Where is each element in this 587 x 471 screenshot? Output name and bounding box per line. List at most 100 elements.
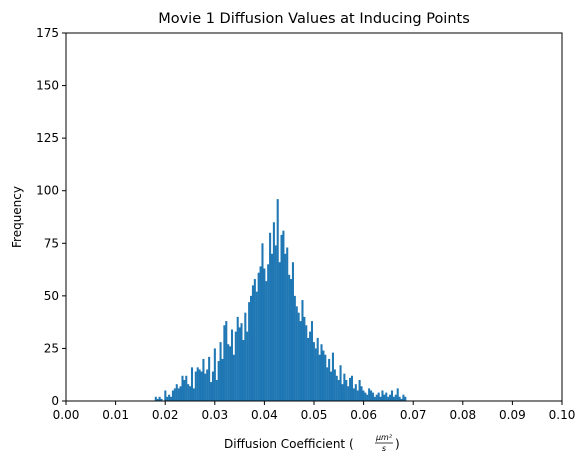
histogram-bar: [333, 369, 336, 401]
histogram-bar: [238, 327, 241, 401]
histogram-bar: [270, 253, 274, 401]
histogram-bar: [343, 373, 346, 401]
histogram-bar: [345, 379, 348, 401]
x-axis-label-text: Diffusion Coefficient (: [224, 437, 354, 451]
histogram-bar: [392, 396, 395, 401]
histogram-bar: [246, 331, 249, 401]
histogram-bar: [160, 398, 163, 401]
histogram-bar: [173, 388, 176, 401]
histogram-bar: [183, 379, 186, 401]
histogram-bar: [200, 371, 203, 401]
histogram-bar: [179, 386, 182, 401]
x-tick-label: 0.08: [449, 408, 476, 422]
x-tick-label: 0.03: [201, 408, 228, 422]
histogram-bar: [385, 392, 388, 401]
histogram-bar: [310, 321, 314, 401]
histogram-bar: [396, 388, 399, 401]
histogram-bar: [251, 285, 254, 401]
y-tick-label: 125: [36, 131, 59, 145]
x-tick-label: 0.00: [53, 408, 80, 422]
histogram-bar: [387, 396, 390, 401]
histogram-bar: [164, 390, 167, 401]
x-tick-label: 0.05: [301, 408, 328, 422]
y-axis-ticks: 0 25 50 75 100 125 150 175: [36, 26, 66, 408]
histogram-bar: [312, 342, 315, 401]
histogram-bar: [368, 388, 371, 401]
histogram-bar: [232, 354, 235, 401]
histogram-bars: [154, 199, 407, 401]
histogram-bar: [223, 325, 226, 401]
histogram-bar: [265, 281, 268, 401]
histogram-bar: [358, 379, 361, 401]
histogram-bar: [301, 300, 304, 401]
histogram-bar: [158, 396, 161, 401]
histogram-bar: [181, 375, 184, 401]
histogram-bar: [192, 388, 195, 401]
histogram-bar: [364, 392, 367, 401]
histogram-bar: [156, 398, 159, 401]
histogram-bar: [263, 268, 266, 401]
x-axis-label-numerator: μm²: [375, 433, 393, 442]
histogram-bar: [242, 340, 245, 401]
histogram-bar: [337, 379, 340, 401]
histogram-bar: [206, 369, 209, 401]
histogram-bar: [168, 394, 171, 401]
histogram-bar: [154, 396, 157, 401]
histogram-bar: [404, 396, 407, 401]
histogram-bar: [318, 354, 321, 401]
histogram-bar: [316, 337, 319, 401]
histogram-bar: [259, 266, 262, 401]
y-tick-label: 100: [36, 184, 59, 198]
histogram-bar: [339, 365, 342, 401]
histogram-bar: [305, 325, 308, 401]
histogram-bar: [326, 367, 329, 401]
histogram-bar: [341, 384, 344, 401]
histogram-bar: [330, 371, 333, 401]
histogram-bar: [189, 386, 192, 401]
histogram-bar: [299, 321, 302, 401]
histogram-bar: [290, 279, 293, 401]
histogram-bar: [352, 388, 355, 401]
histogram-bar: [219, 342, 222, 401]
histogram-bar: [402, 394, 405, 401]
histogram-bar: [269, 232, 272, 401]
x-axis-ticks: 0.00 0.01 0.02 0.03 0.04 0.05 0.06 0.07 0.08 0.09…: [53, 401, 575, 422]
histogram-bar: [331, 352, 334, 401]
chart-title: Movie 1 Diffusion Values at Inducing Poi…: [158, 11, 470, 27]
histogram-bar: [227, 344, 230, 401]
x-tick-label: 0.06: [350, 408, 377, 422]
histogram-bar: [240, 323, 243, 401]
histogram-bar: [291, 262, 294, 401]
histogram-bar: [221, 358, 224, 401]
histogram-bar: [215, 379, 218, 401]
y-tick-label: 50: [44, 289, 59, 303]
histogram-bar: [328, 358, 331, 401]
histogram-bar: [394, 394, 397, 401]
histogram-bar: [297, 312, 300, 401]
histogram-bar: [190, 367, 194, 401]
x-tick-label: 0.04: [251, 408, 278, 422]
histogram-bar: [272, 222, 275, 401]
histogram-bar: [225, 321, 228, 401]
histogram-bar: [303, 316, 306, 401]
y-tick-label: 25: [44, 341, 59, 355]
histogram-bar: [211, 371, 214, 401]
histogram-bar: [244, 312, 247, 401]
histogram-bar: [274, 245, 277, 401]
histogram-bar: [278, 262, 281, 401]
histogram-bar: [288, 274, 291, 401]
histogram-bar: [309, 331, 312, 401]
histogram-bar: [373, 396, 376, 401]
histogram-bar: [280, 234, 283, 401]
histogram-bar: [390, 390, 394, 401]
histogram-bar: [293, 295, 296, 401]
histogram-bar: [354, 384, 357, 401]
histogram-bar: [255, 291, 258, 401]
x-tick-label: 0.07: [400, 408, 427, 422]
histogram-bar: [261, 243, 264, 401]
histogram-bar: [282, 230, 285, 401]
histogram-bar: [375, 394, 378, 401]
histogram-bar: [198, 369, 201, 401]
histogram-bar: [253, 279, 256, 401]
histogram-bar: [187, 384, 190, 401]
